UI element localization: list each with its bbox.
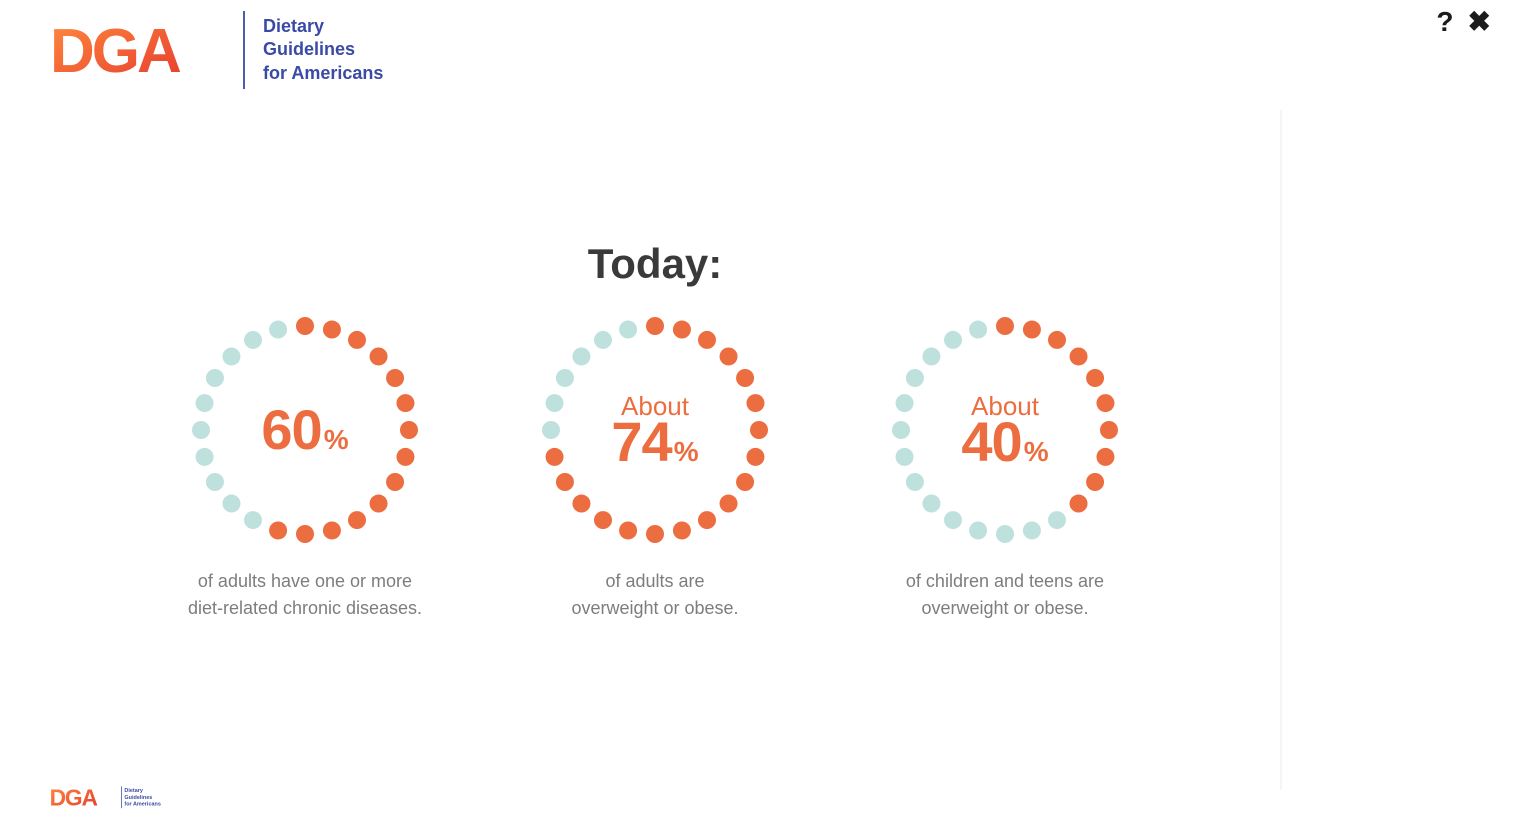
dial-1: About74% of adults areoverweight or obese…: [515, 310, 795, 622]
dial-value: 74%: [611, 417, 698, 467]
dial-suffix: %: [674, 439, 699, 464]
dial-caption: of adults have one or morediet-related c…: [188, 568, 422, 622]
dial-number: 40: [961, 417, 1021, 467]
dial-caption-line-1: of children and teens are: [906, 568, 1104, 595]
footer-brand-line-3: for Americans: [124, 801, 161, 808]
dial-2: About40% of children and teens areoverwei…: [865, 310, 1145, 622]
dial-caption: of children and teens areoverweight or o…: [906, 568, 1104, 622]
slide-title: Today:: [30, 240, 1280, 288]
footer-logo: DGA Dietary Guidelines for Americans: [45, 783, 161, 812]
slide: Today: 60% of adults have one or morediet…: [30, 110, 1280, 790]
header: DGA Dietary Guidelines for Americans ? ✖: [0, 0, 1521, 100]
logo-text: Dietary Guidelines for Americans: [263, 15, 383, 85]
dial-ring-1: About74%: [535, 310, 775, 550]
footer-brand-line-2: Guidelines: [124, 794, 161, 801]
dial-number: 74: [611, 417, 671, 467]
dial-caption-line-2: overweight or obese.: [906, 595, 1104, 622]
dial-row: 60% of adults have one or morediet-relate…: [30, 310, 1280, 622]
dial-ring-0: 60%: [185, 310, 425, 550]
brand-logo: DGA Dietary Guidelines for Americans: [50, 10, 383, 90]
close-icon[interactable]: ✖: [1468, 8, 1491, 36]
dial-caption-line-2: diet-related chronic diseases.: [188, 595, 422, 622]
dial-caption-line-1: of adults have one or more: [188, 568, 422, 595]
footer-logo-separator: [121, 786, 122, 808]
help-icon[interactable]: ?: [1436, 8, 1453, 36]
footer-brand-line-1: Dietary: [124, 787, 161, 794]
footer-logo-mark: DGA: [45, 783, 119, 812]
header-controls: ? ✖: [1436, 8, 1491, 36]
footer-logo-text: Dietary Guidelines for Americans: [124, 787, 161, 808]
brand-line-2: Guidelines: [263, 38, 383, 61]
dial-ring-2: About40%: [885, 310, 1125, 550]
svg-text:DGA: DGA: [50, 784, 98, 810]
dial-caption: of adults areoverweight or obese.: [571, 568, 738, 622]
logo-separator: [243, 11, 245, 89]
dial-value: 60%: [261, 405, 348, 455]
logo-mark: DGA: [50, 10, 225, 90]
dial-center-0: 60%: [185, 310, 425, 550]
dial-center-2: About40%: [885, 310, 1125, 550]
dial-center-1: About74%: [535, 310, 775, 550]
dial-number: 60: [261, 405, 321, 455]
brand-line-1: Dietary: [263, 15, 383, 38]
svg-text:DGA: DGA: [50, 17, 181, 86]
dial-suffix: %: [324, 427, 349, 452]
dial-caption-line-2: overweight or obese.: [571, 595, 738, 622]
brand-line-3: for Americans: [263, 62, 383, 85]
dial-suffix: %: [1024, 439, 1049, 464]
dial-caption-line-1: of adults are: [571, 568, 738, 595]
dial-0: 60% of adults have one or morediet-relate…: [165, 310, 445, 622]
dial-value: 40%: [961, 417, 1048, 467]
